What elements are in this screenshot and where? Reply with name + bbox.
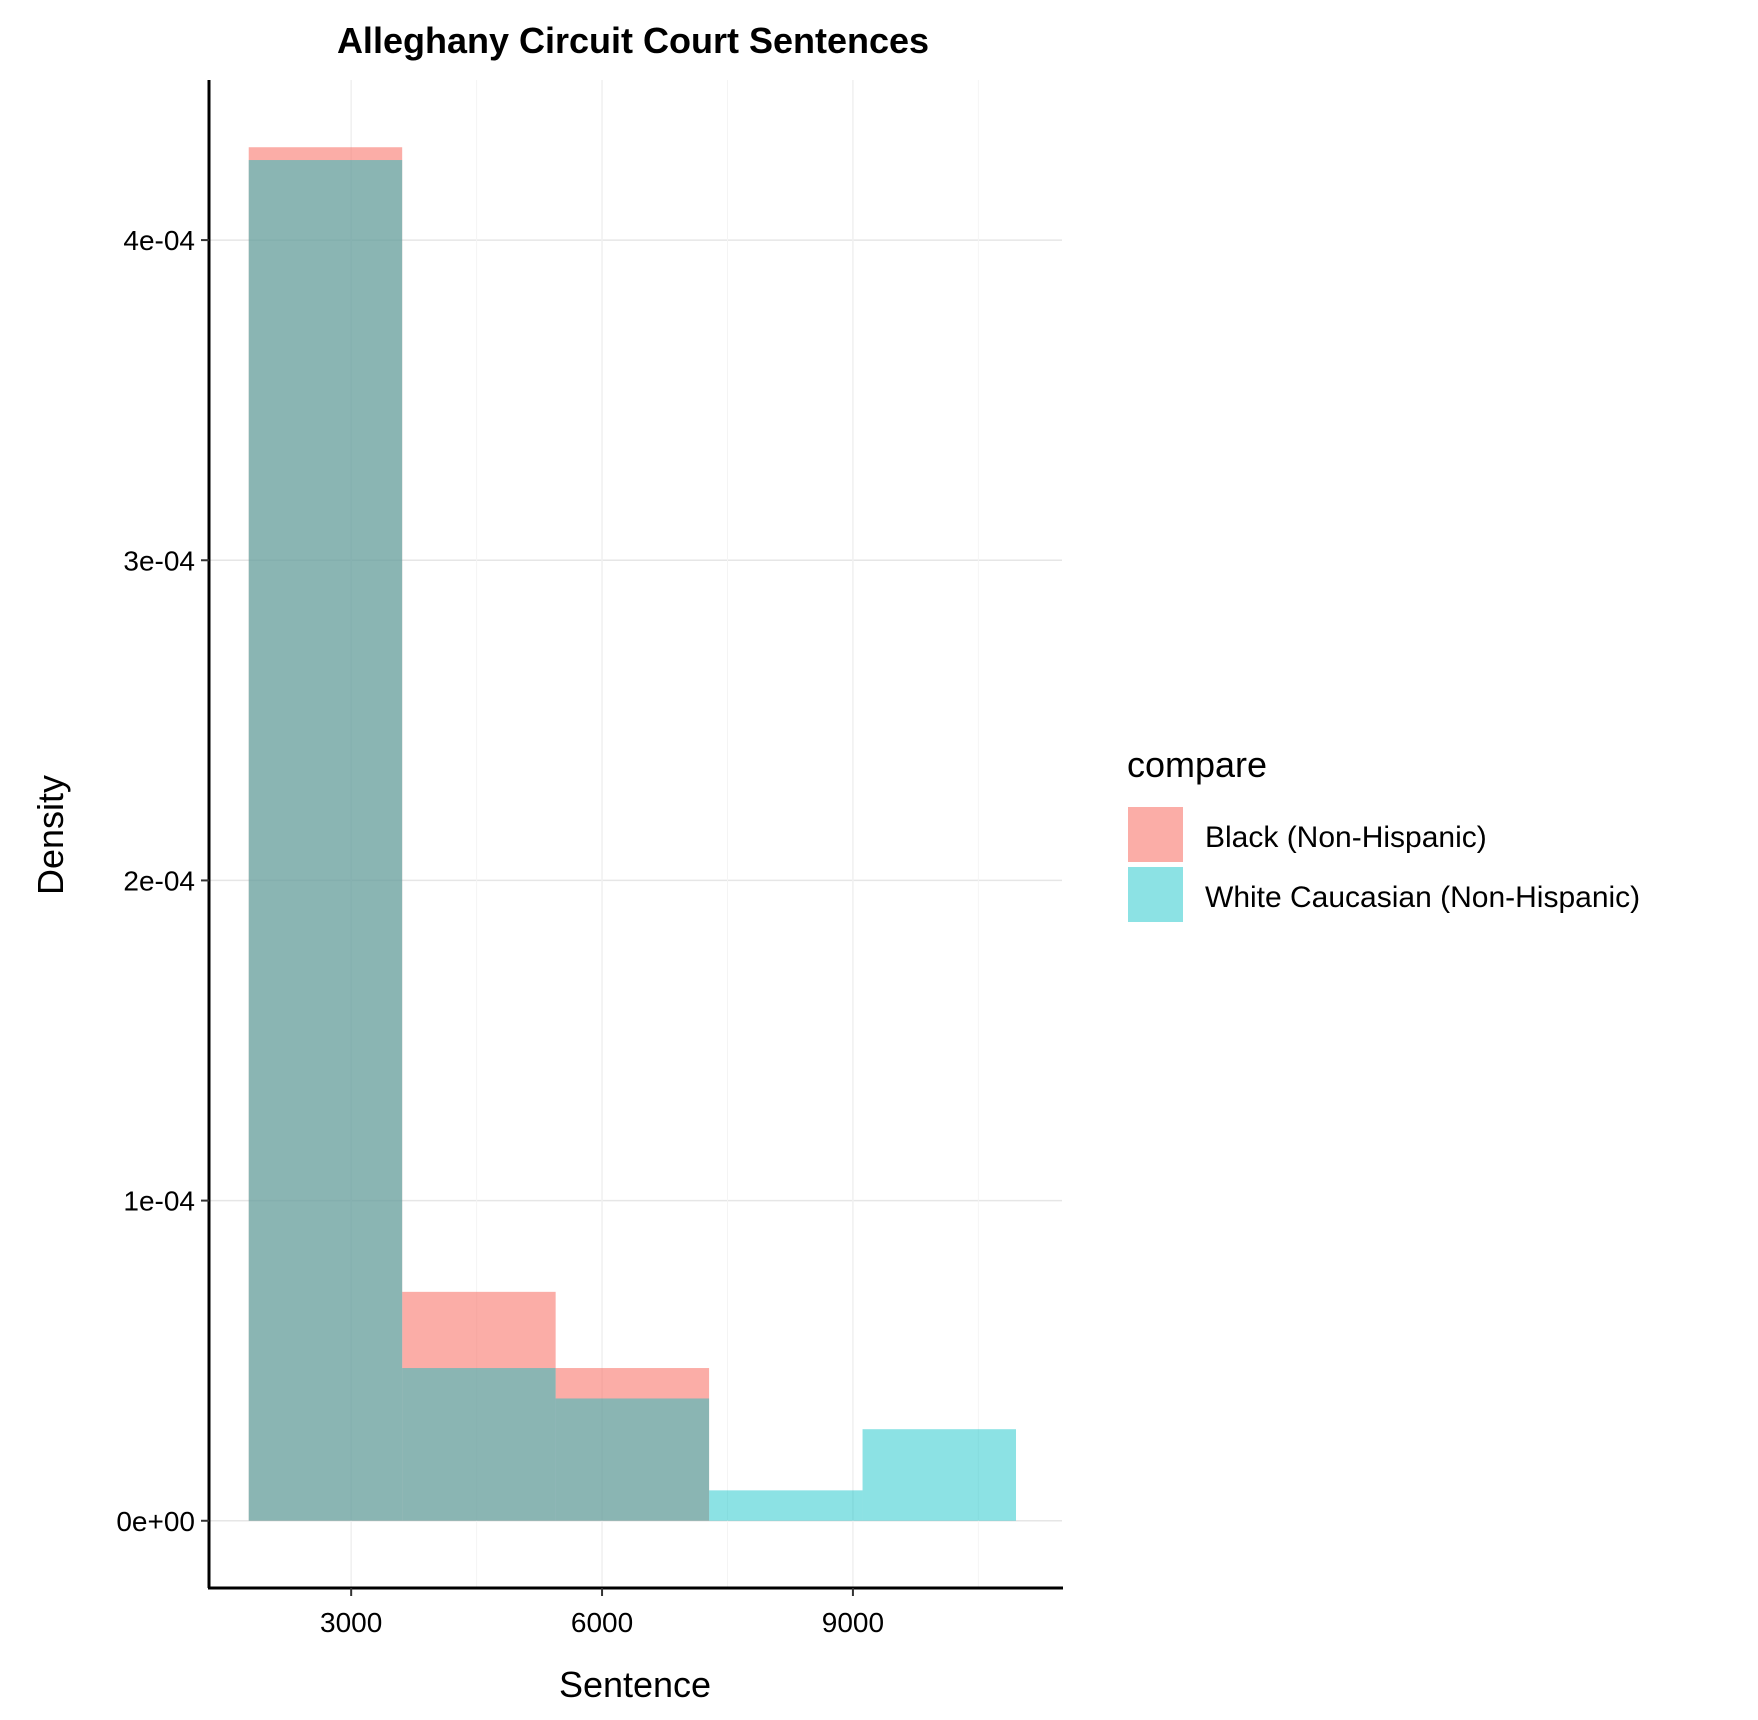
x-tick-label: 3000 — [320, 1607, 382, 1638]
histogram-bars — [248, 147, 1017, 1521]
y-tick-label: 3e-04 — [123, 545, 195, 576]
bar-black-bin-2 — [402, 1291, 556, 1521]
x-tick-label: 9000 — [822, 1607, 884, 1638]
legend-swatch-white — [1128, 867, 1183, 922]
bar-black-bin-1 — [248, 147, 403, 1521]
y-axis-label: Density — [30, 775, 71, 895]
legend-label-white: White Caucasian (Non-Hispanic) — [1205, 881, 1640, 914]
bar-white-bin-2 — [402, 1368, 556, 1521]
x-tick-label: 6000 — [571, 1607, 633, 1638]
bar-white-bin-3 — [555, 1398, 710, 1521]
axis-ticks: 0e+00 1e-04 2e-04 3e-04 4e-04 3000 6000 9000 — [116, 225, 884, 1638]
bar-white-bin-4 — [709, 1490, 863, 1521]
legend: compare Black (Non-Hispanic) White Cauca… — [1127, 744, 1640, 922]
bar-white-bin-1 — [248, 160, 403, 1521]
bar-black-bin-3 — [555, 1368, 710, 1521]
x-axis-label: Sentence — [559, 1664, 711, 1705]
legend-title: compare — [1127, 744, 1267, 785]
legend-swatch-black — [1128, 807, 1183, 862]
y-tick-label: 2e-04 — [123, 865, 195, 896]
y-tick-label: 0e+00 — [116, 1506, 195, 1537]
legend-label-black: Black (Non-Hispanic) — [1205, 821, 1487, 854]
y-tick-label: 4e-04 — [123, 225, 195, 256]
bar-white-bin-5 — [862, 1429, 1017, 1521]
chart-title: Alleghany Circuit Court Sentences — [337, 20, 929, 61]
y-tick-label: 1e-04 — [123, 1186, 195, 1217]
